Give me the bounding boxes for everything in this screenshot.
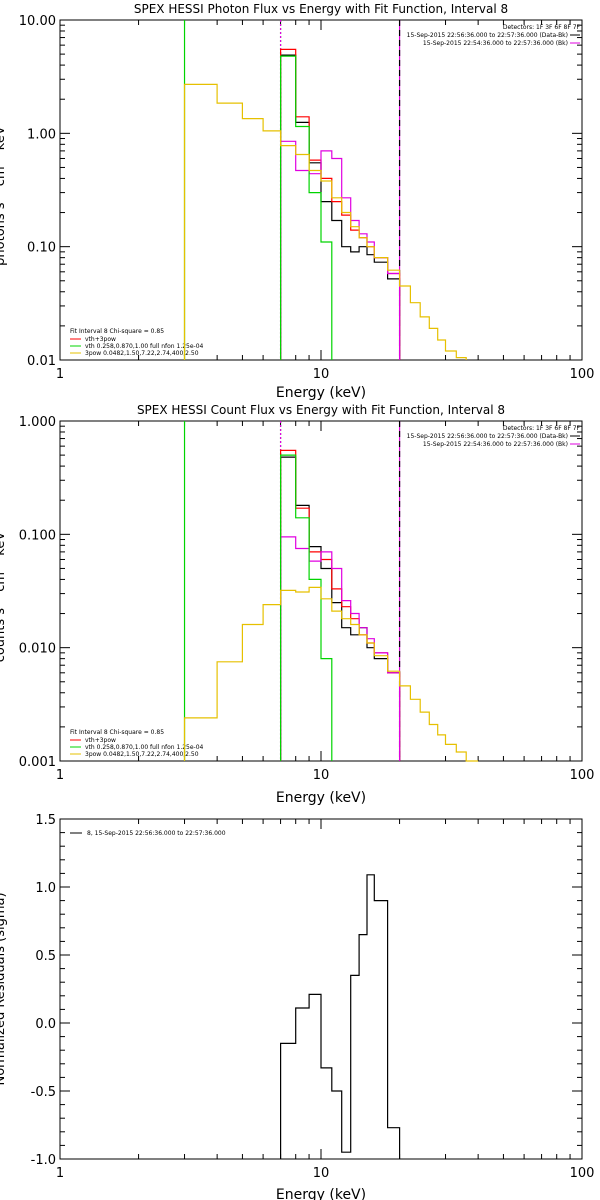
- count-flux-series-black: [280, 456, 401, 761]
- photon-flux-series-black: [280, 54, 401, 360]
- residuals-x-axis-label: Energy (keV): [276, 1187, 366, 1200]
- photon-flux-data-interval-label: 15-Sep-2015 22:56:36.000 to 22:57:36.000…: [407, 32, 568, 39]
- photon-flux-series-green: [280, 55, 333, 360]
- photon-flux-title: SPEX HESSI Photon Flux vs Energy with Fi…: [134, 2, 508, 16]
- photon-flux-series-magenta: [280, 140, 401, 360]
- photon-flux-x-tick-label: 100: [570, 367, 595, 382]
- photon-flux-x-tick-label: 1: [56, 367, 64, 382]
- count-flux-legend-entry-1: vth 0.258,0.870,1.00 full nfon 1.25e-04: [85, 744, 204, 751]
- residuals-x-tick-label: 100: [570, 1166, 595, 1181]
- count-flux-y-tick-label: 1.000: [19, 415, 56, 430]
- count-flux-detectors-label: Detectors: 1F 3F 6F 8F 7F: [503, 425, 581, 432]
- residuals-y-tick-label: 1.5: [35, 813, 56, 828]
- photon-flux-y-axis-label: photons s⁻¹ cm⁻² keV⁻¹: [0, 114, 8, 266]
- photon-flux-series-red: [280, 48, 401, 360]
- residuals-series-black: [280, 874, 401, 1159]
- count-flux-title: SPEX HESSI Count Flux vs Energy with Fit…: [137, 403, 505, 417]
- photon-flux-legend-title: Fit Interval 8 Chi-square = 0.85: [70, 328, 164, 335]
- photon-flux-y-tick-label: 0.01: [27, 354, 56, 369]
- photon-flux-y-tick-label: 10.00: [19, 14, 56, 29]
- residuals-x-tick-label: 1: [56, 1166, 64, 1181]
- photon-flux-y-tick-label: 1.00: [27, 127, 56, 142]
- count-flux-x-axis-label: Energy (keV): [276, 790, 366, 806]
- photon-flux-series-yellow: [183, 83, 467, 360]
- photon-flux-legend-entry-1: vth 0.258,0.870,1.00 full nfon 1.25e-04: [85, 343, 204, 350]
- photon-flux-legend-entry-0: vth+3pow: [85, 336, 116, 343]
- residuals-legend: 8, 15-Sep-2015 22:56:36.000 to 22:57:36.…: [70, 830, 226, 837]
- photon-flux-bk-interval-label: 15-Sep-2015 22:54:36.000 to 22:57:36.000…: [423, 40, 568, 47]
- count-flux-x-tick-label: 1: [56, 768, 64, 783]
- count-flux-y-tick-label: 0.010: [19, 642, 56, 657]
- residuals-y-tick-label: 0.5: [35, 949, 56, 964]
- count-flux-legend-entry-2: 3pow 0.0482,1.50,7.22,2.74,400,2.50: [85, 751, 199, 758]
- count-flux-legend-title: Fit Interval 8 Chi-square = 0.85: [70, 729, 164, 736]
- count-flux-data-interval-label: 15-Sep-2015 22:56:36.000 to 22:57:36.000…: [407, 433, 568, 440]
- residuals-y-tick-label: 0.0: [35, 1017, 56, 1032]
- count-flux-x-tick-label: 100: [570, 768, 595, 783]
- residuals-y-tick-label: -1.0: [31, 1153, 56, 1168]
- residuals-y-tick-label: -0.5: [31, 1085, 56, 1100]
- count-flux-series-yellow: [183, 586, 479, 762]
- count-flux-x-tick-label: 10: [313, 768, 330, 783]
- residuals-x-tick-label: 10: [313, 1166, 330, 1181]
- residuals-panel: Energy (keV) Normalized Residuals (sigma…: [0, 818, 583, 1200]
- count-flux-y-tick-label: 0.100: [19, 528, 56, 543]
- photon-flux-detectors-label: Detectors: 1F 3F 6F 8F 7F: [503, 24, 581, 31]
- count-flux-legend-entry-0: vth+3pow: [85, 737, 116, 744]
- count-flux-series-green: [280, 454, 333, 761]
- photon-flux-legend-entry-2: 3pow 0.0482,1.50,7.22,2.74,400,2.50: [85, 350, 199, 357]
- count-flux-y-tick-label: 0.001: [19, 755, 56, 770]
- count-flux-bk-interval-label: 15-Sep-2015 22:54:36.000 to 22:57:36.000…: [423, 441, 568, 448]
- count-flux-y-axis-label: counts s⁻¹ cm⁻² keV⁻¹: [0, 520, 8, 663]
- residuals-legend-entry-0: 8, 15-Sep-2015 22:56:36.000 to 22:57:36.…: [87, 830, 226, 837]
- photon-flux-panel: SPEX HESSI Photon Flux vs Energy with Fi…: [0, 2, 583, 401]
- count-flux-series-magenta: [280, 536, 401, 761]
- photon-flux-legend: Fit Interval 8 Chi-square = 0.85 vth+3po…: [70, 328, 204, 357]
- residuals-plot-frame: [59, 818, 583, 1160]
- photon-flux-x-axis-label: Energy (keV): [276, 385, 366, 401]
- count-flux-legend: Fit Interval 8 Chi-square = 0.85 vth+3po…: [70, 729, 204, 758]
- residuals-y-axis-label: Normalized Residuals (sigma): [0, 892, 8, 1085]
- count-flux-series-red: [280, 449, 401, 761]
- residuals-y-tick-label: 1.0: [35, 881, 56, 896]
- photon-flux-y-tick-label: 0.10: [27, 241, 56, 256]
- photon-flux-x-tick-label: 10: [313, 367, 330, 382]
- count-flux-panel: SPEX HESSI Count Flux vs Energy with Fit…: [0, 403, 583, 806]
